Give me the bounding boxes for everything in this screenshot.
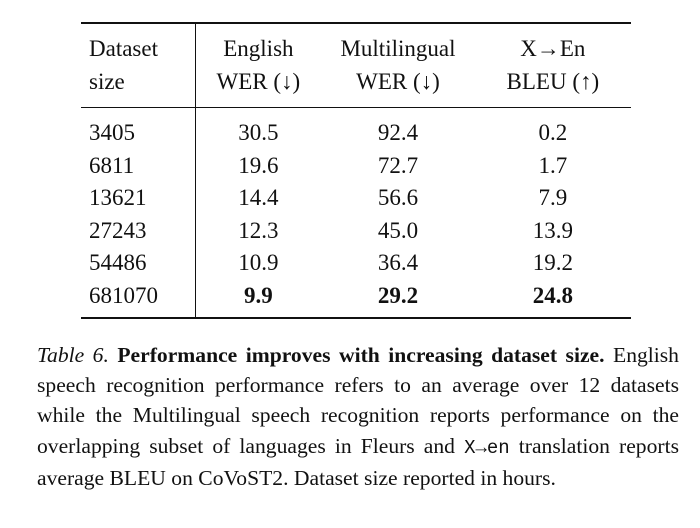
- header-english-line2: WER (↓): [216, 68, 301, 94]
- header-english-line1: English: [223, 36, 294, 61]
- cell-english-wer: 10.9: [194, 247, 322, 280]
- cell-dataset-size: 13621: [89, 185, 147, 210]
- header-xen-line2: BLEU (↑): [506, 68, 600, 94]
- table-row-best: 681070 9.9 29.2 24.8: [81, 279, 631, 318]
- header-multilingual-line1: Multilingual: [340, 36, 456, 61]
- cell-dataset-size: 6811: [89, 152, 135, 178]
- cell-multilingual-wer: 45.0: [377, 217, 419, 243]
- cell-x-en-bleu: 7.9: [538, 185, 568, 210]
- cell-multilingual-wer: 72.7: [377, 152, 419, 178]
- table-row: 54486 10.9 36.4 19.2: [81, 247, 631, 280]
- caption-text-1: English speech recognition performance r…: [37, 343, 679, 458]
- cell-dataset-size: 681070: [89, 282, 158, 308]
- cell-multilingual-wer-best: 29.2: [377, 282, 419, 308]
- cell-english-wer: 30.5: [194, 107, 322, 150]
- caption-mono-term: X→en: [464, 436, 510, 459]
- cell-english-wer: 12.3: [194, 214, 322, 247]
- results-table: Dataset size English WER (↓) Multilingua…: [81, 22, 631, 319]
- header-multilingual-wer: Multilingual WER (↓): [321, 22, 475, 108]
- cell-x-en-bleu: 13.9: [532, 217, 573, 243]
- cell-dataset-size: 27243: [89, 217, 147, 243]
- cell-dataset-size: 3405: [81, 107, 196, 150]
- header-dataset-line1: Dataset: [89, 36, 158, 61]
- cell-english-wer: 19.6: [194, 149, 322, 182]
- cell-x-en-bleu-best: 24.8: [532, 282, 573, 308]
- caption-label: Table 6.: [37, 343, 109, 367]
- header-english-wer: English WER (↓): [194, 22, 322, 108]
- cell-x-en-bleu: 19.2: [532, 250, 573, 275]
- cell-multilingual-wer: 56.6: [377, 185, 419, 210]
- table-caption: Table 6. Performance improves with incre…: [37, 340, 679, 493]
- results-table-container: Dataset size English WER (↓) Multilingua…: [81, 22, 631, 319]
- table-row: 6811 19.6 72.7 1.7: [81, 149, 631, 182]
- table-row: 13621 14.4 56.6 7.9: [81, 182, 631, 215]
- caption-text-2: translation reports average BLEU on CoVo…: [37, 433, 679, 490]
- header-xen-line1: X→En: [520, 36, 586, 61]
- cell-english-wer-best: 9.9: [194, 279, 322, 318]
- cell-english-wer: 14.4: [194, 182, 322, 215]
- header-multilingual-line2: WER (↓): [356, 68, 440, 94]
- cell-dataset-size: 54486: [89, 250, 147, 275]
- cell-multilingual-wer: 36.4: [377, 250, 419, 275]
- table-header-row: Dataset size English WER (↓) Multilingua…: [81, 22, 631, 108]
- cell-x-en-bleu: 0.2: [474, 107, 631, 150]
- table-row: 3405 30.5 92.4 0.2: [81, 107, 631, 150]
- header-x-en-bleu: X→En BLEU (↑): [474, 22, 631, 108]
- header-dataset-size: Dataset size: [81, 22, 196, 108]
- table-row: 27243 12.3 45.0 13.9: [81, 214, 631, 247]
- header-dataset-line2: size: [89, 68, 125, 94]
- cell-multilingual-wer: 92.4: [321, 107, 475, 150]
- caption-title: Performance improves with increasing dat…: [117, 343, 605, 367]
- cell-x-en-bleu: 1.7: [538, 152, 568, 178]
